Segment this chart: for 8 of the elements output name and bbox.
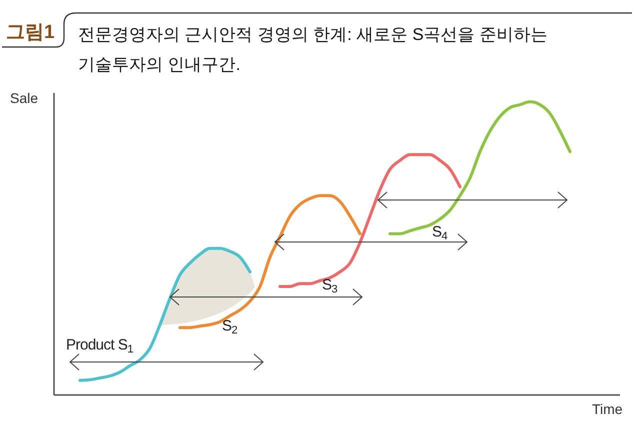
series-label: S$_{3}$ <box>322 276 338 296</box>
series-label: S$_{2}$ <box>222 318 238 336</box>
series-label: Product S$_{1}$ <box>66 336 134 356</box>
y-axis-title: Sale <box>10 90 38 106</box>
x-axis-title: Time <box>592 401 623 417</box>
caption: 그림1 <box>6 21 55 45</box>
chart-title: 전문경영자의 근시안적 경영의 한계: 새로운 S곡선을 준비하는 기술투자의 인내구간. <box>78 24 548 76</box>
series-label: S$_{4}$ <box>432 224 448 242</box>
